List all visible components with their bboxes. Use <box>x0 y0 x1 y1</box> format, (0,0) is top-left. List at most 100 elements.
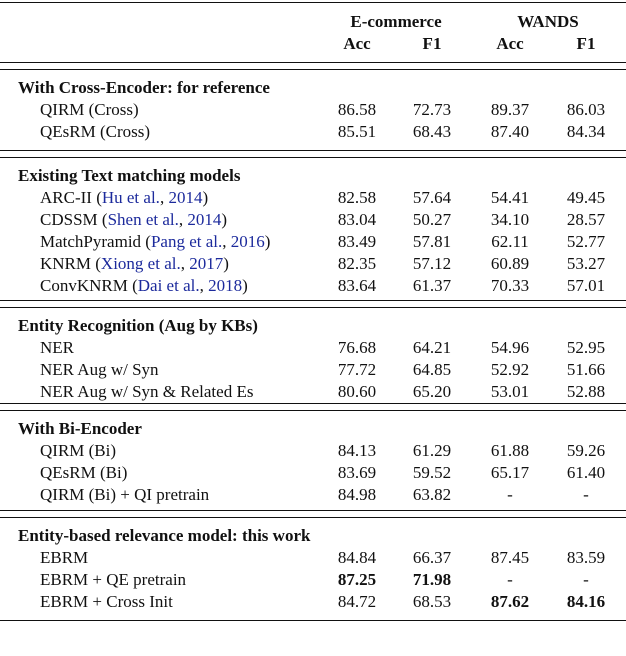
citation: 2014 <box>187 210 222 229</box>
name-text: ) <box>242 276 248 295</box>
cell: 83.64 <box>337 276 377 295</box>
cell: 76.68 <box>337 338 377 357</box>
cell: 59.52 <box>412 463 452 482</box>
name-text: EBRM + QE pretrain <box>40 570 187 589</box>
cell: - <box>507 570 513 589</box>
cell: 64.21 <box>412 338 452 357</box>
column-header: F1 <box>422 34 442 53</box>
row-name: CDSSM (Shen et al., 2014) <box>40 210 227 230</box>
name-text: ) <box>221 210 228 229</box>
row-name: ARC-II (Hu et al., 2014) <box>40 188 208 208</box>
rule <box>0 2 626 3</box>
citation: Shen et al. <box>107 210 179 229</box>
section-title: Entity Recognition (Aug by KBs) <box>18 316 258 335</box>
cell: 51.66 <box>566 360 606 379</box>
name-text: ) <box>202 188 209 207</box>
name-text: ConvKNRM ( <box>40 276 138 295</box>
cell: 84.34 <box>566 122 606 141</box>
name-text: QEsRM (Bi) <box>40 463 128 482</box>
name-text: CDSSM ( <box>40 210 108 229</box>
name-text: NER Aug w/ Syn & Related Es <box>40 382 254 401</box>
cell: 60.89 <box>490 254 530 273</box>
citation: Pang et al. <box>150 232 223 251</box>
cell: 65.20 <box>412 382 452 401</box>
row-name: QEsRM (Bi) <box>40 463 127 483</box>
cell: - <box>583 570 589 589</box>
cell: 57.12 <box>412 254 452 273</box>
name-text: KNRM ( <box>40 254 101 273</box>
cell: 68.53 <box>412 592 452 611</box>
cell: 86.58 <box>337 100 377 119</box>
name-text: ) <box>264 232 271 251</box>
cell: 84.98 <box>337 485 377 504</box>
cell: 61.88 <box>490 441 530 460</box>
cell: 87.45 <box>490 548 530 567</box>
name-text: QIRM (Bi) + QI pretrain <box>40 485 210 504</box>
name-text: , <box>159 188 169 207</box>
cell: 89.37 <box>490 100 530 119</box>
cell: 72.73 <box>412 100 452 119</box>
citation: Hu et al. <box>101 188 160 207</box>
cell: 85.51 <box>337 122 377 141</box>
column-header: Acc <box>343 34 371 53</box>
cell: 83.04 <box>337 210 377 229</box>
rule <box>0 620 626 622</box>
row-name: EBRM + Cross Init <box>40 592 173 612</box>
cell: 82.58 <box>337 188 377 207</box>
cell: 77.72 <box>337 360 377 379</box>
cell: 62.11 <box>491 232 529 251</box>
cell: 82.35 <box>337 254 377 273</box>
rule <box>0 157 626 158</box>
cell: 59.26 <box>566 441 606 460</box>
citation: Xiong et al. <box>100 254 181 273</box>
rule <box>0 300 626 302</box>
name-text: , <box>199 276 209 295</box>
cell: 57.01 <box>566 276 606 295</box>
citation: 2018 <box>208 276 243 295</box>
citation: 2016 <box>230 232 265 251</box>
cell: 61.29 <box>412 441 452 460</box>
row-name: QIRM (Cross) <box>40 100 139 120</box>
cell: 70.33 <box>490 276 530 295</box>
column-group: WANDS <box>517 12 579 31</box>
rule <box>0 150 626 152</box>
cell: 52.95 <box>566 338 606 357</box>
rule <box>0 69 626 70</box>
row-name: EBRM + QE pretrain <box>40 570 186 590</box>
section-title: Existing Text matching models <box>18 166 241 185</box>
cell: 83.69 <box>337 463 377 482</box>
row-name: NER <box>40 338 74 358</box>
cell: 84.72 <box>337 592 377 611</box>
name-text: , <box>180 254 190 273</box>
section-title: With Cross-Encoder: for reference <box>18 78 270 97</box>
rule <box>0 307 626 308</box>
cell: 86.03 <box>566 100 606 119</box>
name-text: QIRM (Cross) <box>40 100 139 119</box>
cell: 83.59 <box>566 548 606 567</box>
cell: 63.82 <box>412 485 452 504</box>
name-text: MatchPyramid ( <box>40 232 151 251</box>
cell: 71.98 <box>412 570 452 589</box>
name-text: NER Aug w/ Syn <box>40 360 159 379</box>
name-text: , <box>178 210 188 229</box>
cell: 68.43 <box>412 122 452 141</box>
row-name: ConvKNRM (Dai et al., 2018) <box>40 276 248 296</box>
cell: 53.27 <box>566 254 606 273</box>
row-name: MatchPyramid (Pang et al., 2016) <box>40 232 270 252</box>
name-text: EBRM <box>40 548 89 567</box>
section-title: Entity-based relevance model: this work <box>18 526 311 545</box>
name-text: EBRM + Cross Init <box>40 592 173 611</box>
section-title: With Bi-Encoder <box>18 419 142 438</box>
row-name: QIRM (Bi) <box>40 441 116 461</box>
row-name: NER Aug w/ Syn <box>40 360 159 380</box>
column-group: E-commerce <box>350 12 442 31</box>
cell: - <box>583 485 589 504</box>
rule <box>0 62 626 64</box>
name-text: ARC-II ( <box>40 188 102 207</box>
cell: 64.85 <box>412 360 452 379</box>
cell: 34.10 <box>490 210 530 229</box>
cell: 87.40 <box>490 122 530 141</box>
cell: 84.84 <box>337 548 377 567</box>
cell: 65.17 <box>490 463 530 482</box>
name-text: ) <box>223 254 229 273</box>
